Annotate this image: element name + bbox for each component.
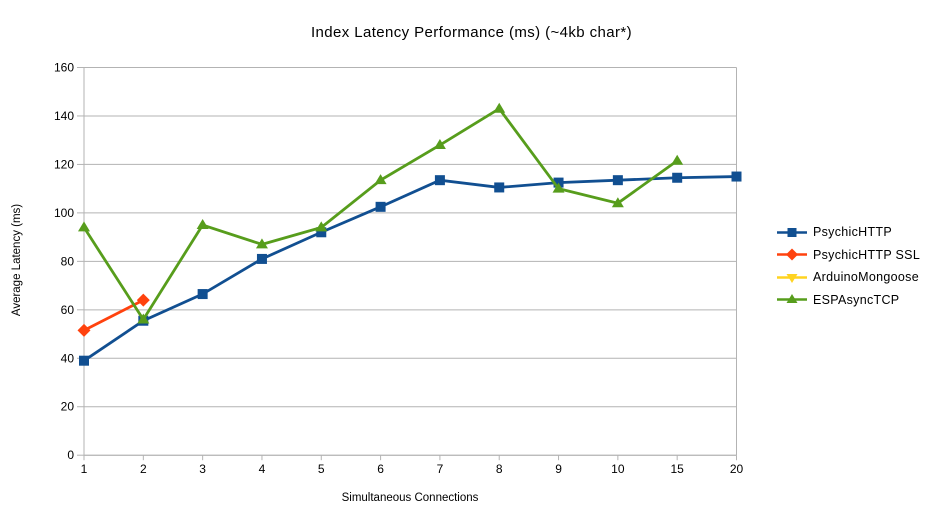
series-line-psychichttp [83, 175, 737, 362]
data-point-psychichttp [375, 201, 386, 212]
data-point-espasynctcp [611, 197, 624, 208]
y-tick-label: 20 [61, 400, 75, 414]
diamond-legend-marker-icon [777, 248, 807, 261]
legend-label: ArduinoMongoose [813, 270, 919, 285]
x-tick-label: 20 [730, 462, 744, 476]
data-point-espasynctcp [196, 219, 209, 230]
y-tick-label: 140 [54, 109, 74, 123]
x-axis-title: Simultaneous Connections [341, 492, 479, 504]
data-point-psychichttp [256, 253, 267, 264]
y-tick-label: 0 [67, 448, 74, 462]
y-tick-label: 120 [54, 157, 74, 171]
data-point-espasynctcp [552, 182, 565, 193]
legend-item-psychichttp: PsychicHTTP [777, 221, 920, 244]
legend: PsychicHTTP PsychicHTTP SSL ArduinoMongoos… [777, 221, 920, 311]
x-tick-label: 15 [671, 462, 685, 476]
y-tick-label: 40 [61, 351, 75, 365]
data-point-espasynctcp [315, 221, 328, 232]
data-point-espasynctcp [137, 313, 150, 324]
data-point-psychichttp [316, 227, 327, 238]
triangle-up-legend-marker-icon [777, 294, 807, 304]
legend-item-espasynctcp: ESPAsyncTCP [777, 289, 920, 312]
legend-item-arduinomongoose: ArduinoMongoose [777, 266, 920, 289]
data-point-psychichttp [612, 175, 623, 186]
x-tick-label: 1 [81, 462, 88, 476]
data-point-psychichttp [553, 177, 564, 188]
data-point-psychichttp [79, 355, 89, 366]
legend-marker-psychichttp-ssl [786, 248, 798, 261]
x-tick-label: 4 [259, 462, 266, 476]
data-point-espasynctcp [255, 238, 268, 249]
data-point-espasynctcp [433, 139, 446, 150]
x-tick-label: 6 [377, 462, 384, 476]
x-tick-label: 9 [555, 462, 562, 476]
y-tick-label: 60 [61, 303, 75, 317]
y-tick-label: 160 [54, 61, 74, 75]
x-tick-label: 2 [140, 462, 147, 476]
data-point-psychichttp [434, 175, 445, 186]
data-point-psychichttp [672, 172, 683, 183]
y-tick-label: 80 [61, 254, 75, 268]
data-point-psychichttp [197, 289, 208, 300]
legend-label: ESPAsyncTCP [813, 292, 900, 307]
legend-marker-arduinomongoose [786, 273, 798, 283]
data-point-espasynctcp [374, 174, 387, 185]
data-point-espasynctcp [671, 154, 684, 165]
legend-item-psychichttp-ssl: PsychicHTTP SSL [777, 244, 920, 267]
series-line-espasynctcp [82, 106, 678, 323]
legend-marker-psychichttp [787, 227, 797, 237]
x-tick-label: 10 [611, 462, 625, 476]
x-tick-label: 7 [437, 462, 444, 476]
data-point-psychichttp-ssl [136, 293, 150, 307]
x-tick-label: 3 [199, 462, 206, 476]
data-point-espasynctcp [493, 102, 506, 113]
data-point-espasynctcp [78, 221, 90, 232]
legend-label: PsychicHTTP [813, 225, 893, 240]
legend-label: PsychicHTTP SSL [813, 247, 921, 262]
data-point-psychichttp-ssl [77, 323, 91, 337]
chart-title: Index Latency Performance (ms) (~4kb cha… [310, 24, 633, 41]
x-tick-label: 8 [496, 462, 503, 476]
square-legend-marker-icon [777, 227, 807, 237]
triangle-down-legend-marker-icon [777, 273, 807, 283]
y-tick-label: 100 [54, 206, 74, 220]
legend-marker-espasynctcp [786, 294, 798, 304]
data-point-psychichttp [731, 171, 742, 182]
data-point-psychichttp [494, 182, 505, 193]
x-tick-label: 5 [318, 462, 325, 476]
